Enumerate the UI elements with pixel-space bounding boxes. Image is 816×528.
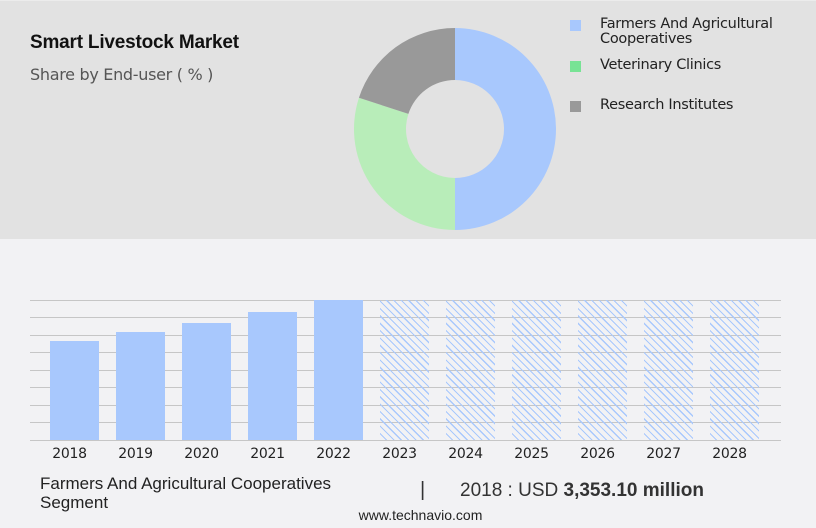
x-tick-label: 2020: [184, 446, 219, 462]
legend-swatch-research: [570, 101, 581, 112]
donut-slice-farmers: [455, 28, 556, 230]
bar-2018: [50, 341, 99, 440]
segment-label-line1: Farmers And Agricultural Cooperatives: [40, 474, 332, 493]
x-tick-label: 2025: [514, 446, 549, 462]
bar-2027-forecast: [644, 300, 693, 440]
donut-slice-research: [358, 28, 455, 114]
legend-label-farmers-line1: Farmers And Agricultural: [600, 16, 773, 32]
x-tick-label: 2022: [316, 446, 351, 462]
segment-value: 2018 : USD 3,353.10 million: [460, 480, 704, 502]
x-tick-label: 2027: [646, 446, 681, 462]
segment-value-amount: 3,353.10 million: [563, 480, 704, 501]
donut-chart: [353, 28, 556, 230]
chart-title: Smart Livestock Market: [30, 32, 239, 53]
x-tick-label: 2024: [448, 446, 483, 462]
bar-2024-forecast: [446, 300, 495, 440]
bar-2023-forecast: [380, 300, 429, 440]
legend-swatch-farmers: [570, 20, 581, 31]
x-tick-label: 2023: [382, 446, 417, 462]
legend-swatch-veterinary: [570, 61, 581, 72]
chart-subtitle: Share by End-user ( % ): [30, 65, 214, 84]
footer-divider: |: [420, 479, 426, 501]
legend-label-research: Research Institutes: [600, 97, 734, 113]
donut-slice-veterinary: [353, 97, 455, 230]
legend-label-farmers-line2: Cooperatives: [600, 31, 693, 47]
bar-2021: [248, 312, 297, 440]
segment-label-line2: Segment: [40, 493, 109, 512]
bar-2025-forecast: [512, 300, 561, 440]
segment-value-prefix: 2018 : USD: [460, 480, 564, 501]
x-tick-label: 2021: [250, 446, 285, 462]
x-tick-label: 2018: [52, 446, 87, 462]
x-tick-label: 2019: [118, 446, 153, 462]
bar-2022: [314, 300, 363, 440]
source-url: www.technavio.com: [358, 507, 483, 523]
bar-2019: [116, 332, 165, 440]
x-tick-label: 2028: [712, 446, 747, 462]
share-panel: Smart Livestock Market Share by End-user…: [0, 0, 816, 239]
bar-2026-forecast: [578, 300, 627, 440]
segment-label: Farmers And Agricultural Cooperatives Se…: [40, 474, 331, 512]
bar-2020: [182, 323, 231, 440]
x-axis-baseline: [30, 440, 781, 441]
legend-label-veterinary: Veterinary Clinics: [600, 57, 722, 73]
x-tick-label: 2026: [580, 446, 615, 462]
bar-2028-forecast: [710, 300, 759, 440]
